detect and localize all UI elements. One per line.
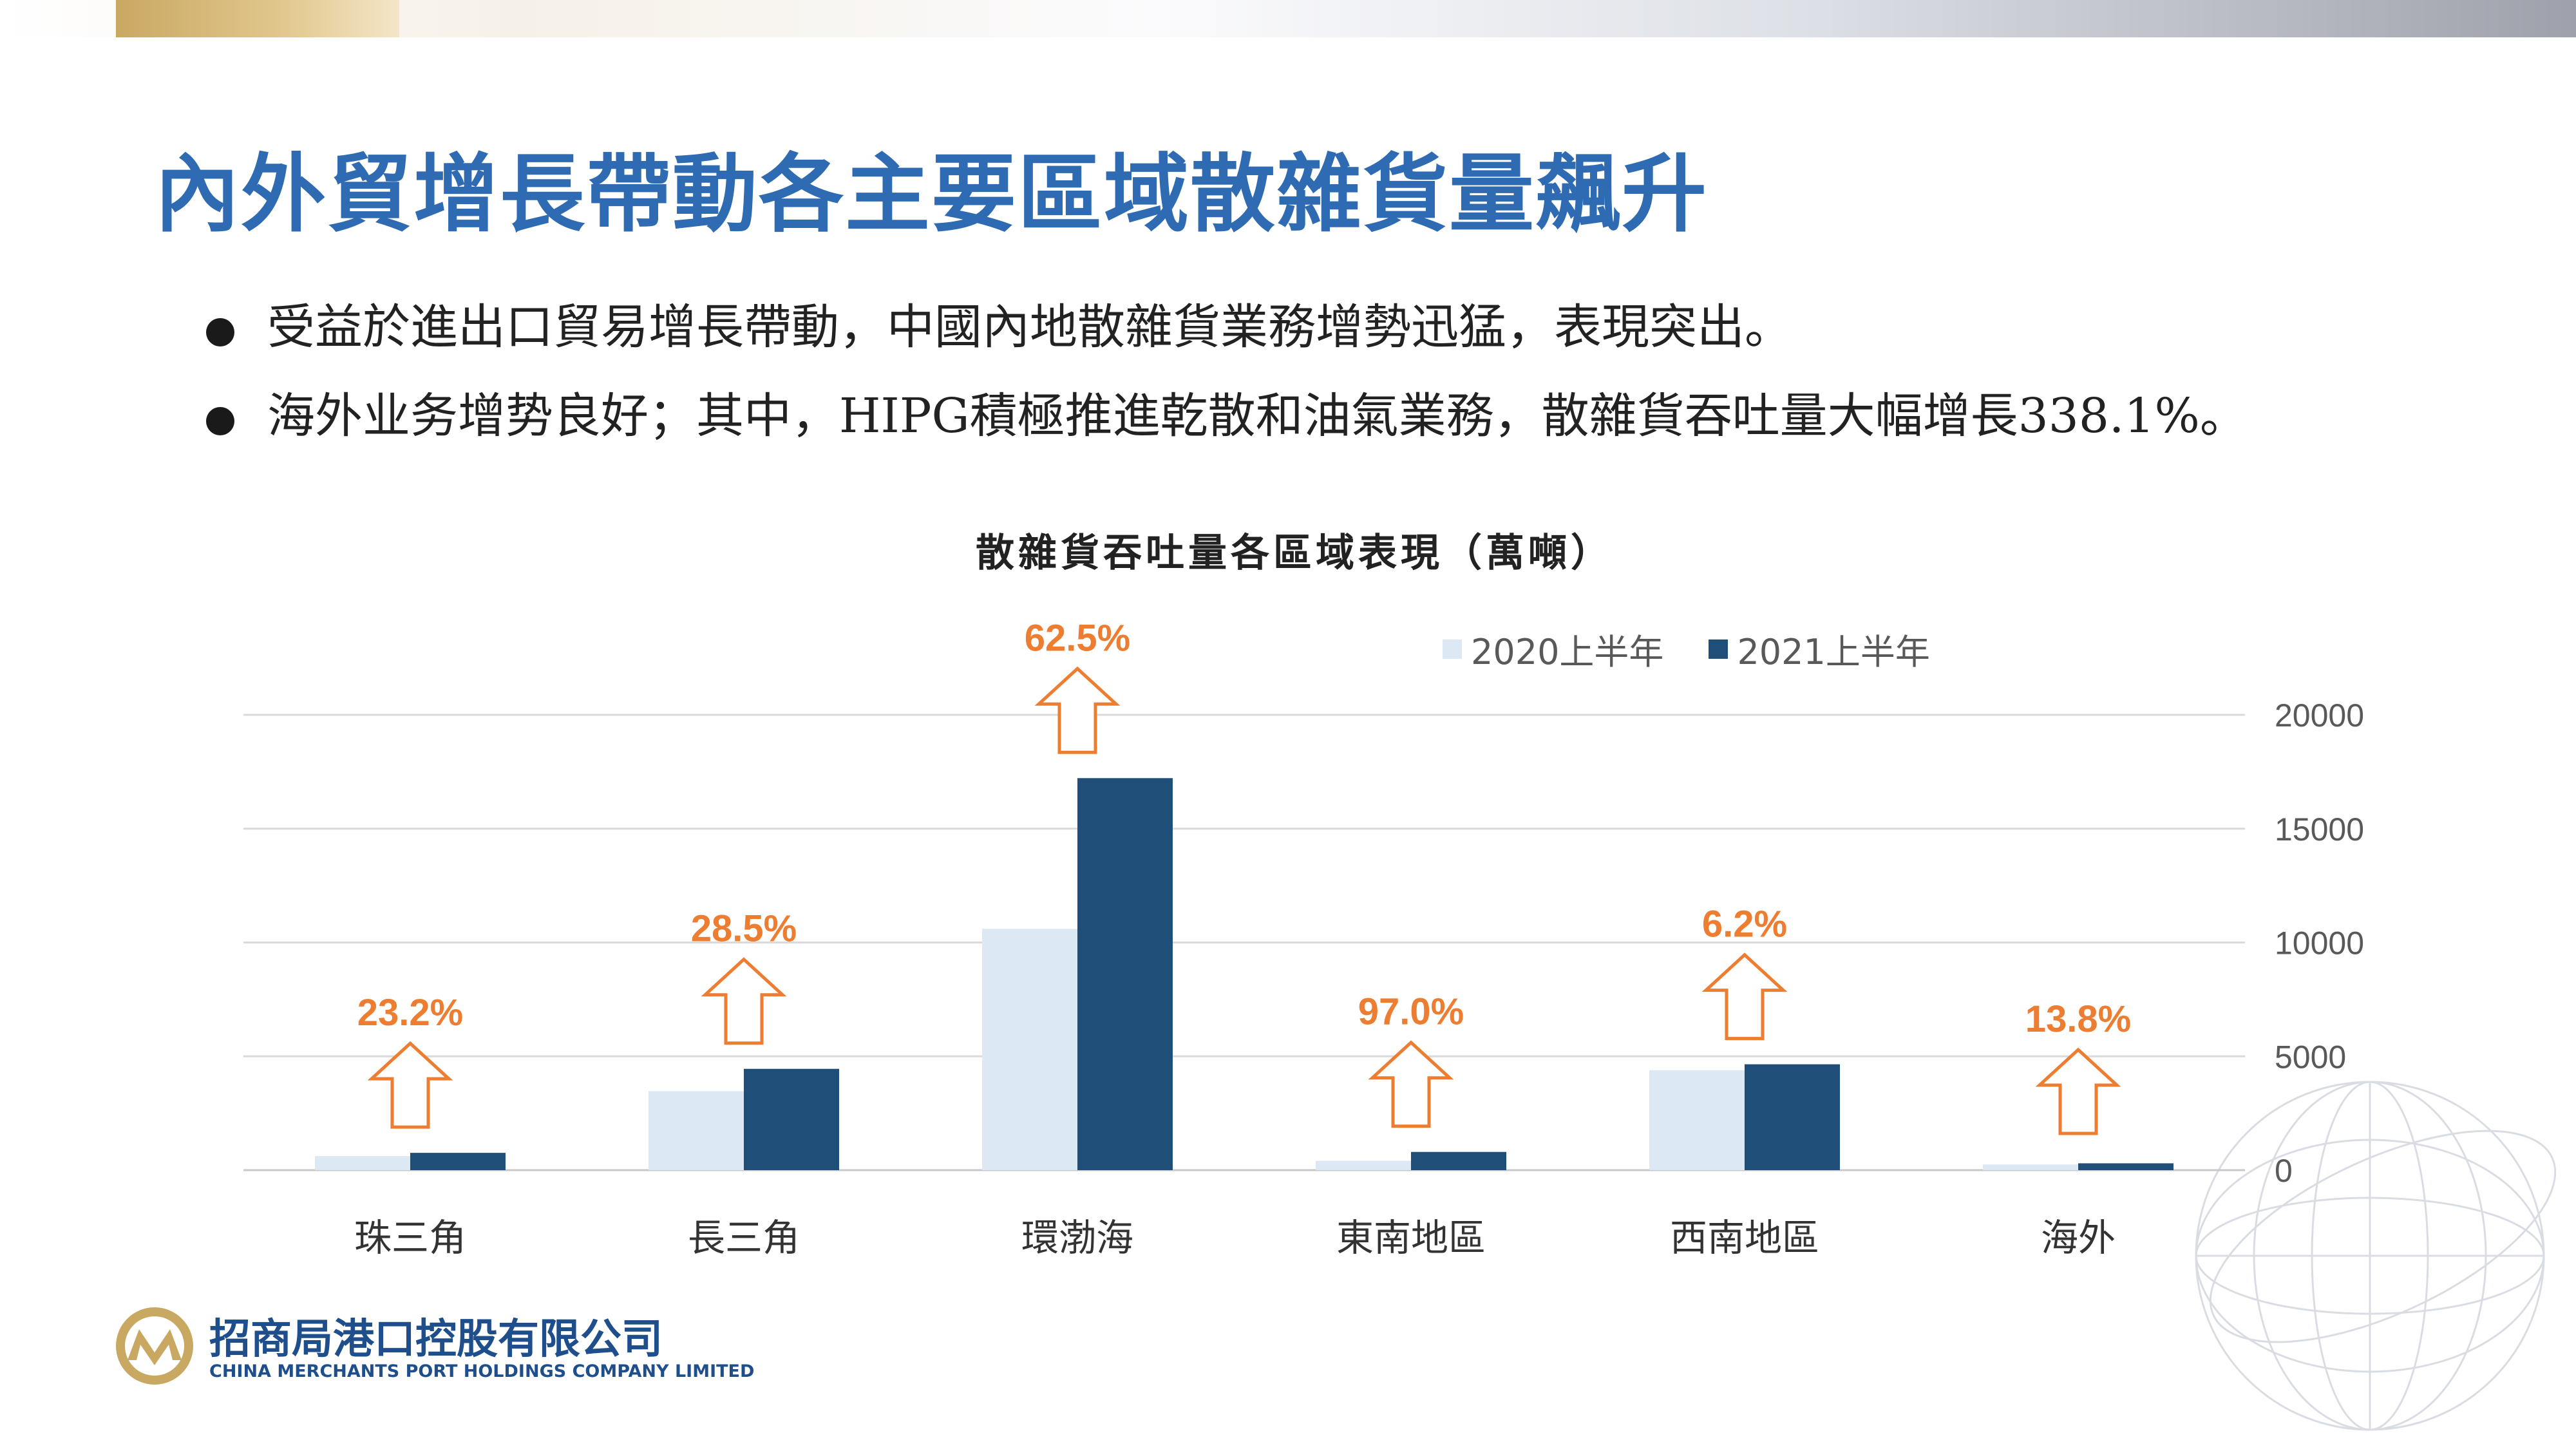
legend-label-2021: 2021上半年 [1737, 632, 1930, 672]
growth-label: 13.8% [2025, 998, 2131, 1040]
legend-label-2020: 2020上半年 [1471, 632, 1664, 672]
growth-arrow-icon [1368, 1040, 1454, 1128]
x-tick-label: 東南地區 [1336, 1216, 1486, 1260]
bar-2021 [1745, 1064, 1840, 1170]
legend-item-2021: 2021上半年 [1709, 623, 1930, 674]
y-tick-label: 10000 [2275, 925, 2364, 961]
bar-2020 [1316, 1160, 1411, 1170]
bullet-dot-icon [206, 318, 234, 346]
company-name-cn: 招商局港口控股有限公司 [209, 1315, 663, 1363]
bullet-dot-icon [206, 407, 234, 436]
slide-title: 內外貿增長帶動各主要區域散雜貨量飆升 [155, 144, 1708, 244]
bar-2021 [1077, 778, 1173, 1170]
x-tick-label: 長三角 [688, 1216, 800, 1260]
bullet-item: 海外业务增势良好；其中，HIPG積極推進乾散和油氣業務，散雜貨吞吐量大幅增長33… [206, 385, 2460, 447]
growth-arrow-icon [701, 957, 787, 1045]
company-name-en: CHINA MERCHANTS PORT HOLDINGS COMPANY LI… [209, 1361, 755, 1381]
x-tick-label: 西南地區 [1670, 1216, 1819, 1260]
bar-2020 [982, 929, 1077, 1170]
bar-2021 [744, 1068, 839, 1170]
bullet-item: 受益於進出口貿易增長帶動，中國內地散雜貨業務增勢迅猛，表現突出。 [206, 296, 2460, 358]
growth-label: 28.5% [691, 908, 797, 950]
x-tick-label: 海外 [2041, 1216, 2116, 1260]
growth-arrow-icon [1034, 666, 1121, 754]
bullet-text: 海外业务增势良好；其中，HIPG積極推進乾散和油氣業務，散雜貨吞吐量大幅增長33… [267, 388, 2248, 444]
bar-2020 [315, 1156, 410, 1170]
x-tick-label: 環渤海 [1021, 1216, 1133, 1260]
legend-swatch-2020 [1443, 639, 1462, 659]
growth-arrow-icon [2035, 1047, 2121, 1135]
legend-item-2020: 2020上半年 [1443, 623, 1663, 674]
x-tick-label: 珠三角 [354, 1216, 466, 1260]
y-tick-label: 5000 [2275, 1039, 2346, 1075]
bullet-text: 受益於進出口貿易增長帶動，中國內地散雜貨業務增勢迅猛，表現突出。 [267, 299, 1792, 355]
growth-arrow-icon [1701, 952, 1788, 1041]
growth-arrow-icon [367, 1041, 453, 1129]
y-tick-label: 0 [2275, 1153, 2293, 1189]
bar-2021 [410, 1153, 506, 1170]
globe-decoration [2195, 1081, 2557, 1431]
growth-label: 97.0% [1358, 991, 1464, 1033]
bar-2021 [1411, 1151, 1506, 1170]
chart-title-row: 散雜貨吞吐量各區域表現（萬噸） [0, 522, 2576, 578]
growth-label: 6.2% [1702, 904, 1787, 945]
bar-2020 [649, 1091, 744, 1170]
y-tick-label: 15000 [2275, 811, 2364, 848]
top-gold-accent [116, 0, 399, 37]
chart-title: 散雜貨吞吐量各區域表現（萬噸） [976, 531, 1613, 576]
growth-label: 23.2% [357, 992, 463, 1034]
chart-legend: 2020上半年 2021上半年 [1443, 623, 1975, 674]
legend-swatch-2021 [1709, 639, 1728, 659]
company-logo-icon [116, 1307, 193, 1385]
top-decorative-band [0, 0, 2576, 37]
bullet-list: 受益於進出口貿易增長帶動，中國內地散雜貨業務增勢迅猛，表現突出。 海外业务增势良… [206, 296, 2460, 474]
bar-2020 [1649, 1070, 1745, 1170]
growth-label: 62.5% [1025, 617, 1130, 659]
bar-2021 [2078, 1163, 2174, 1170]
y-tick-label: 20000 [2275, 697, 2364, 734]
bar-2020 [1983, 1164, 2078, 1170]
